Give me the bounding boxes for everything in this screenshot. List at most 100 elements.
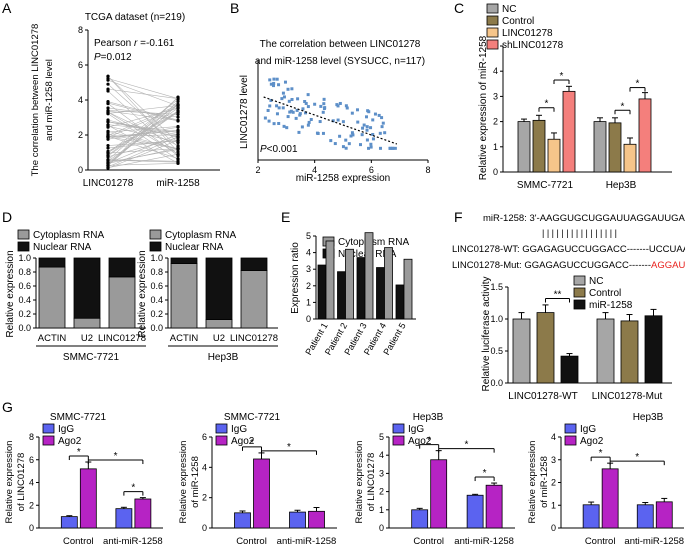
panel-a-paired-line <box>107 163 179 166</box>
panel-a-x-tick-label: miR-1258 <box>156 178 200 189</box>
panel-g2-bar-ago2 <box>253 458 270 529</box>
panel-d-hep3b-bar-cytoplasm <box>170 263 198 329</box>
panel-g3-y-tick-label: 5 <box>379 432 384 442</box>
panel-d-smmc-y-tick-label: 1.0 <box>18 253 31 263</box>
panel-b-scatter-point <box>356 120 360 124</box>
panel-b-scatter-point <box>283 80 287 84</box>
panel-b-scatter-point <box>371 118 375 122</box>
panel-g3-legend-label: IgG <box>408 424 424 435</box>
panel-b-scatter-point <box>388 146 392 150</box>
panel-b-scatter-point <box>295 108 299 112</box>
panel-a-point-mir <box>176 153 180 157</box>
panel-b-scatter-point <box>304 111 308 115</box>
panel-b-scatter-point <box>315 131 319 135</box>
panel-a-p-value: P=0.012 <box>94 52 132 63</box>
panel-c-bar-shlinc01278 <box>562 90 576 173</box>
panel-g4-legend-swatch <box>564 423 577 434</box>
panel-c-legend-swatch <box>486 39 499 50</box>
panel-g2-y-label: Relative expression <box>178 441 189 524</box>
panel-b-x-tick-label: 4 <box>312 165 317 175</box>
panel-g2-y-tick-label: 4 <box>202 462 207 472</box>
panel-g4-x-tick-label: anti-miR-1258 <box>624 536 684 547</box>
panel-c-significance-mark: * <box>560 71 564 82</box>
panel-b-scatter-point <box>275 77 279 81</box>
panel-g4-x-tick-label: Control <box>585 536 616 547</box>
panel-g4-y-label: Relative expression <box>527 441 538 524</box>
panel-f-y-tick-label: 0.5 <box>490 346 503 356</box>
panel-b-scatter-point <box>365 128 369 132</box>
panel-f-y-tick-label: 1.0 <box>490 314 503 324</box>
panel-a-point-mir <box>176 156 180 161</box>
panel-g1-y-tick-label: 0 <box>29 523 34 533</box>
panel-a-point-linc <box>106 111 110 116</box>
panel-b-scatter-point <box>322 102 326 106</box>
panel-b-scatter-point <box>290 87 294 91</box>
panel-g3-bar-ago2 <box>430 459 448 529</box>
panel-g3-significance-mark: * <box>483 468 487 479</box>
panel-c-bar-control <box>532 119 546 173</box>
panel-a-paired-line <box>107 90 179 156</box>
panel-c-y-tick-label: 3 <box>493 91 498 101</box>
panel-a-point-linc <box>106 133 110 138</box>
panel-c-bar-control <box>608 122 622 173</box>
panel-g2-legend-label: IgG <box>231 424 247 435</box>
panel-g3-y-label: Relative expression <box>354 441 365 524</box>
panel-d-smmc-legend-swatch <box>17 229 30 240</box>
panel-b-scatter-point <box>377 113 381 117</box>
panel-b-title: The correlation between LINC01278 <box>260 39 421 50</box>
panel-a-paired-line <box>107 88 179 99</box>
panel-d-hep3b-bar-nuclear <box>170 257 198 264</box>
panel-a-point-linc <box>106 125 110 129</box>
panel-d-hep3b-y-tick-label: 0.2 <box>150 309 163 319</box>
panel-c-legend-label: Control <box>502 16 534 27</box>
panel-f-x-tick-label: LINC01278-WT <box>508 391 577 402</box>
panel-g3-x-tick-label: anti-miR-1258 <box>454 536 514 547</box>
panel-d-hep3b-y-tick-label: 1.0 <box>150 253 163 263</box>
panel-a-point-linc <box>106 101 110 105</box>
panel-e-y-tick-label: 4 <box>306 248 311 258</box>
panel-a-paired-line <box>107 101 179 121</box>
panel-e-bar-nuclear <box>317 264 327 320</box>
panel-g4-legend-swatch <box>564 435 577 446</box>
panel-d-hep3b-y-tick-label: 0.0 <box>150 323 163 333</box>
panel-g2-title: SMMC-7721 <box>224 412 281 423</box>
panel-f-legend-swatch <box>573 275 586 286</box>
panel-b-scatter-point <box>303 100 307 104</box>
panel-d-smmc-legend-label: Nuclear RNA <box>33 242 92 253</box>
panel-a-y-tick-label: 4 <box>78 95 83 105</box>
panel-a-point-mir <box>176 95 180 99</box>
panel-g1-bar-igg <box>60 516 78 529</box>
panel-b-scatter-point <box>378 131 382 135</box>
panel-g1-bar-ago2 <box>134 498 152 529</box>
panel-b-scatter-point <box>329 139 333 143</box>
panel-g2-x-tick-label: Control <box>236 536 267 547</box>
panel-g2-legend-swatch <box>215 423 228 434</box>
panel-g4-bar-igg <box>582 504 600 529</box>
panel-d-smmc-y-tick-label: 0.6 <box>18 281 31 291</box>
panel-a-paired-line <box>107 102 179 122</box>
panel-a-paired-line <box>107 78 179 99</box>
panel-d-smmc-x-tick-label: LINC01278 <box>98 333 146 344</box>
panel-a-point-mir <box>176 119 180 123</box>
panel-d-hep3b-legend-label: Nuclear RNA <box>165 242 224 253</box>
panel-f-y-label: Relative luciferase activity <box>481 276 492 391</box>
panel-b-scatter-point <box>272 81 276 85</box>
panel-b-scatter-point <box>380 125 384 129</box>
panel-b-scatter-point <box>351 133 355 137</box>
panel-b-scatter-point <box>360 133 364 137</box>
panel-b-scatter-point <box>268 78 272 82</box>
panel-d-hep3b-y-tick-label: 0.4 <box>150 295 163 305</box>
panel-b-scatter-point <box>344 138 348 142</box>
panel-g4-bar-ago2 <box>655 501 673 529</box>
panel-c-x-tick-label: Hep3B <box>606 180 637 191</box>
panel-a-paired-line <box>107 130 179 138</box>
panel-a-x-tick-label: LINC01278 <box>83 178 134 189</box>
panel-b-scatter-point <box>300 125 304 129</box>
panel-b-scatter-point <box>282 124 286 128</box>
panel-f-mir-sequence: miR-1258: 3'-AAGGUGCUGGAUUAGGAUUGA-5' <box>483 213 685 224</box>
panel-b-scatter-point <box>321 131 325 135</box>
panel-f-wt-sequence: LINC01278-WT: GGAGAGUCCUGGACC-------UCCU… <box>452 244 685 255</box>
panel-a-point-mir <box>176 136 180 140</box>
panel-g3-bar-ago2 <box>485 484 503 529</box>
panel-g1-bar-ago2 <box>79 468 97 529</box>
